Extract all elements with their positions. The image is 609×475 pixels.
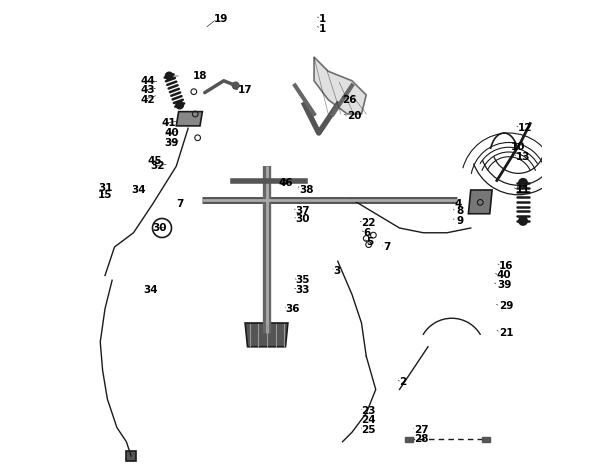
Text: 19: 19 — [214, 14, 228, 24]
Text: 12: 12 — [518, 123, 533, 133]
Text: 3: 3 — [333, 266, 340, 276]
Text: 17: 17 — [238, 85, 253, 95]
Text: 31: 31 — [98, 182, 113, 193]
Text: 1: 1 — [319, 14, 326, 24]
Text: 44: 44 — [141, 76, 155, 86]
Text: 30: 30 — [295, 213, 309, 224]
Text: 18: 18 — [193, 71, 208, 81]
Text: 42: 42 — [141, 95, 155, 105]
Polygon shape — [468, 190, 492, 214]
Text: 2: 2 — [400, 377, 407, 388]
Text: 26: 26 — [342, 95, 357, 105]
Text: 29: 29 — [499, 301, 513, 312]
Text: 41: 41 — [162, 118, 177, 129]
Circle shape — [176, 101, 183, 109]
Text: 20: 20 — [347, 111, 362, 122]
Text: 5: 5 — [366, 237, 373, 247]
Text: 33: 33 — [295, 285, 309, 295]
Text: 16: 16 — [499, 261, 514, 271]
Text: 39: 39 — [164, 137, 179, 148]
Text: 34: 34 — [131, 185, 146, 195]
Text: 9: 9 — [457, 216, 463, 226]
Text: 30: 30 — [152, 223, 167, 233]
Text: 10: 10 — [511, 142, 526, 152]
Text: 25: 25 — [362, 425, 376, 435]
Text: 23: 23 — [362, 406, 376, 416]
Text: 36: 36 — [286, 304, 300, 314]
Text: 45: 45 — [148, 156, 163, 167]
Bar — [405, 437, 413, 442]
Text: 40: 40 — [497, 270, 512, 281]
Text: 32: 32 — [150, 161, 164, 171]
Polygon shape — [314, 57, 366, 114]
Text: 28: 28 — [414, 434, 428, 445]
Circle shape — [165, 72, 173, 80]
Text: 13: 13 — [516, 152, 530, 162]
Circle shape — [232, 82, 239, 89]
Text: 8: 8 — [457, 206, 463, 217]
Text: 22: 22 — [362, 218, 376, 228]
Polygon shape — [127, 451, 136, 461]
Text: 40: 40 — [164, 128, 179, 138]
Polygon shape — [176, 112, 202, 126]
Text: 6: 6 — [364, 228, 371, 238]
Circle shape — [519, 217, 527, 225]
Text: 7: 7 — [176, 199, 184, 209]
Text: 11: 11 — [516, 185, 530, 195]
Text: 39: 39 — [497, 280, 511, 290]
Text: 15: 15 — [98, 190, 113, 200]
Text: 43: 43 — [141, 85, 155, 95]
Text: 34: 34 — [143, 285, 158, 295]
Text: 27: 27 — [414, 425, 428, 435]
Text: 4: 4 — [454, 199, 462, 209]
Text: 46: 46 — [278, 178, 293, 188]
Text: 7: 7 — [383, 242, 390, 252]
Polygon shape — [245, 323, 288, 347]
Bar — [482, 437, 490, 442]
Text: 37: 37 — [295, 206, 309, 217]
Text: 21: 21 — [499, 327, 514, 338]
Text: 38: 38 — [300, 185, 314, 195]
Text: 24: 24 — [362, 415, 376, 426]
Circle shape — [519, 179, 527, 187]
Text: 35: 35 — [295, 275, 309, 285]
Text: 1: 1 — [319, 23, 326, 34]
